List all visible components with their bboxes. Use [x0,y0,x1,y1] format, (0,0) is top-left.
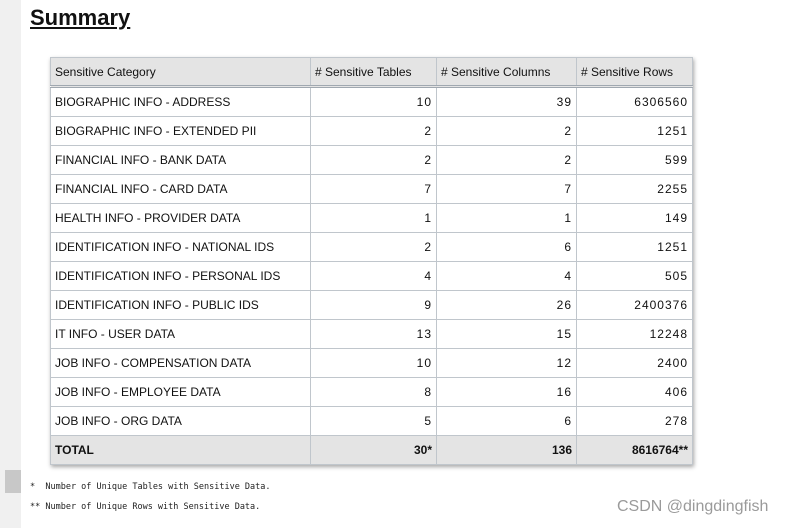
table-row: FINANCIAL INFO - CARD DATA 7 7 2255 [50,174,693,204]
number-cell: 2400 [576,348,693,378]
number-cell: 6 [436,406,577,436]
number-cell: 15 [436,319,577,349]
number-cell: 2 [436,116,577,146]
number-cell: 39 [436,86,577,117]
column-header: # Sensitive Rows [576,57,693,88]
category-cell: IDENTIFICATION INFO - NATIONAL IDS [50,232,311,262]
scroll-marker [5,470,21,493]
number-cell: 2255 [576,174,693,204]
table-row: BIOGRAPHIC INFO - EXTENDED PII 2 2 1251 [50,116,693,146]
category-cell: JOB INFO - COMPENSATION DATA [50,348,311,378]
total-label: TOTAL [50,435,311,465]
category-cell: FINANCIAL INFO - CARD DATA [50,174,311,204]
watermark: CSDN @dingdingfish [617,498,769,515]
number-cell: 10 [310,348,437,378]
number-cell: 2 [436,145,577,175]
summary-table: Sensitive Category # Sensitive Tables # Se… [50,57,693,465]
table-row: HEALTH INFO - PROVIDER DATA 1 1 149 [50,203,693,233]
number-cell: 2400376 [576,290,693,320]
total-row: TOTAL 30* 136 8616764** [50,435,693,465]
table-row: JOB INFO - EMPLOYEE DATA 8 16 406 [50,377,693,407]
total-cell: 30* [310,435,437,465]
number-cell: 2 [310,232,437,262]
number-cell: 1 [436,203,577,233]
number-cell: 5 [310,406,437,436]
category-cell: BIOGRAPHIC INFO - EXTENDED PII [50,116,311,146]
category-cell: IDENTIFICATION INFO - PUBLIC IDS [50,290,311,320]
table-row: IDENTIFICATION INFO - PUBLIC IDS 9 26 24003… [50,290,693,320]
number-cell: 4 [310,261,437,291]
column-header: Sensitive Category [50,57,311,88]
number-cell: 1251 [576,116,693,146]
table-row: JOB INFO - COMPENSATION DATA 10 12 2400 [50,348,693,378]
number-cell: 406 [576,377,693,407]
sidebar [0,0,21,528]
table-row: JOB INFO - ORG DATA 5 6 278 [50,406,693,436]
number-cell: 6 [436,232,577,262]
number-cell: 1251 [576,232,693,262]
number-cell: 13 [310,319,437,349]
table-row: FINANCIAL INFO - BANK DATA 2 2 599 [50,145,693,175]
category-cell: IT INFO - USER DATA [50,319,311,349]
category-cell: JOB INFO - ORG DATA [50,406,311,436]
column-header: # Sensitive Tables [310,57,437,88]
title: Summary [30,5,131,30]
total-cell: 136 [436,435,577,465]
footnote: * Number of Unique Tables with Sensitive… [30,482,271,492]
column-header: # Sensitive Columns [436,57,577,88]
number-cell: 16 [436,377,577,407]
number-cell: 7 [436,174,577,204]
number-cell: 6306560 [576,86,693,117]
footnote: ** Number of Unique Rows with Sensitive … [30,502,261,512]
number-cell: 4 [436,261,577,291]
category-cell: JOB INFO - EMPLOYEE DATA [50,377,311,407]
category-cell: HEALTH INFO - PROVIDER DATA [50,203,311,233]
number-cell: 2 [310,116,437,146]
table-row: IT INFO - USER DATA 13 15 12248 [50,319,693,349]
category-cell: IDENTIFICATION INFO - PERSONAL IDS [50,261,311,291]
table-row: IDENTIFICATION INFO - NATIONAL IDS 2 6 1251 [50,232,693,262]
category-cell: FINANCIAL INFO - BANK DATA [50,145,311,175]
category-cell: BIOGRAPHIC INFO - ADDRESS [50,86,311,117]
number-cell: 278 [576,406,693,436]
number-cell: 7 [310,174,437,204]
table-row: IDENTIFICATION INFO - PERSONAL IDS 4 4 505 [50,261,693,291]
number-cell: 12 [436,348,577,378]
number-cell: 10 [310,86,437,117]
number-cell: 2 [310,145,437,175]
header-row: Sensitive Category # Sensitive Tables # Se… [50,57,693,88]
number-cell: 505 [576,261,693,291]
number-cell: 149 [576,203,693,233]
number-cell: 12248 [576,319,693,349]
table-body: BIOGRAPHIC INFO - ADDRESS 10 39 6306560 BIOG… [50,86,693,465]
total-cell: 8616764** [576,435,693,465]
number-cell: 1 [310,203,437,233]
number-cell: 9 [310,290,437,320]
number-cell: 8 [310,377,437,407]
number-cell: 26 [436,290,577,320]
table-row: BIOGRAPHIC INFO - ADDRESS 10 39 6306560 [50,86,693,117]
number-cell: 599 [576,145,693,175]
